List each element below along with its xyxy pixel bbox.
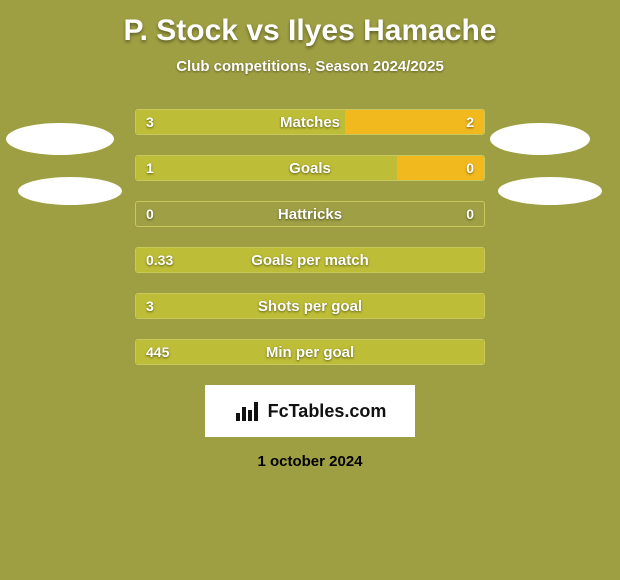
subtitle: Club competitions, Season 2024/2025 bbox=[0, 58, 620, 75]
stat-fill-left bbox=[136, 156, 397, 180]
stat-row: 32Matches bbox=[135, 109, 485, 135]
page-title: P. Stock vs Ilyes Hamache bbox=[0, 0, 620, 48]
stat-value-right: 0 bbox=[466, 202, 474, 226]
logo-text: FcTables.com bbox=[268, 401, 387, 422]
stat-row: 445Min per goal bbox=[135, 339, 485, 365]
stat-fill-left bbox=[136, 294, 484, 318]
bars-icon bbox=[234, 399, 262, 423]
comparison-chart: 32Matches 10Goals 0 0Hattricks 0.33Goals per… bbox=[0, 109, 620, 365]
stat-row: 10Goals bbox=[135, 155, 485, 181]
stat-fill-right bbox=[397, 156, 484, 180]
decor-oval-left_mid bbox=[18, 177, 122, 205]
stat-fill-left bbox=[136, 340, 484, 364]
stat-value-left: 0 bbox=[146, 202, 154, 226]
stat-row: 3Shots per goal bbox=[135, 293, 485, 319]
stat-fill-right bbox=[345, 110, 484, 134]
stat-fill-left bbox=[136, 110, 345, 134]
decor-oval-right_mid bbox=[498, 177, 602, 205]
stat-row: 0.33Goals per match bbox=[135, 247, 485, 273]
date-label: 1 october 2024 bbox=[0, 453, 620, 470]
fctables-logo: FcTables.com bbox=[205, 385, 415, 437]
stat-fill-left bbox=[136, 248, 484, 272]
decor-oval-right_top bbox=[490, 123, 590, 155]
stat-label: Hattricks bbox=[136, 202, 484, 226]
stat-row: 0 0Hattricks bbox=[135, 201, 485, 227]
decor-oval-left_top bbox=[6, 123, 114, 155]
